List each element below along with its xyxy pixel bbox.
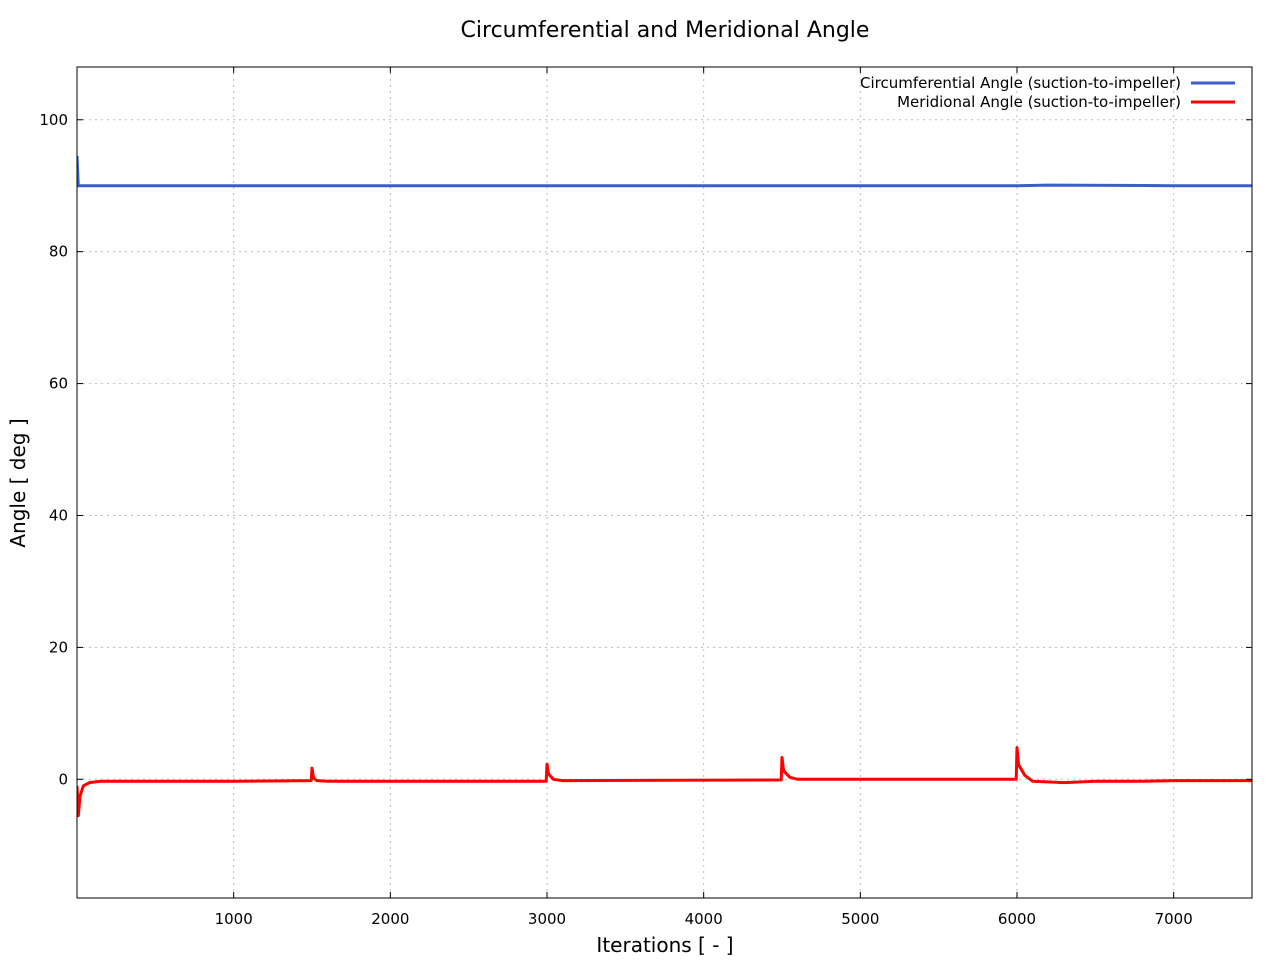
y-tick-label: 20 [49,638,68,656]
chart-title: Circumferential and Meridional Angle [461,18,870,43]
x-tick-label: 3000 [528,910,566,928]
grid-layer [77,67,1252,898]
series-meridional-line [77,746,1252,818]
y-axis-label: Angle [ deg ] [6,418,30,547]
x-tick-label: 4000 [685,910,723,928]
x-tick-label: 7000 [1155,910,1193,928]
y-tick-label: 40 [49,506,68,524]
x-tick-label: 5000 [841,910,879,928]
x-tick-label: 6000 [998,910,1036,928]
legend-label: Circumferential Angle (suction-to-impell… [860,74,1181,92]
legend: Circumferential Angle (suction-to-impell… [860,74,1235,111]
y-tick-label: 60 [49,375,68,393]
y-tick-label: 0 [58,770,68,788]
x-tick-label: 2000 [371,910,409,928]
x-tick-label: 1000 [215,910,253,928]
y-tick-label: 80 [49,243,68,261]
y-tick-label: 100 [39,111,68,129]
x-axis-label: Iterations [ - ] [596,933,733,957]
legend-label: Meridional Angle (suction-to-impeller) [897,93,1181,111]
tick-layer: 1000 2000 3000 4000 5000 6000 7000 0 20 40 60 80 100 [39,67,1252,928]
plot-frame [76,66,1253,899]
series-layer [77,155,1252,818]
series-circumferential-line [77,155,1252,188]
